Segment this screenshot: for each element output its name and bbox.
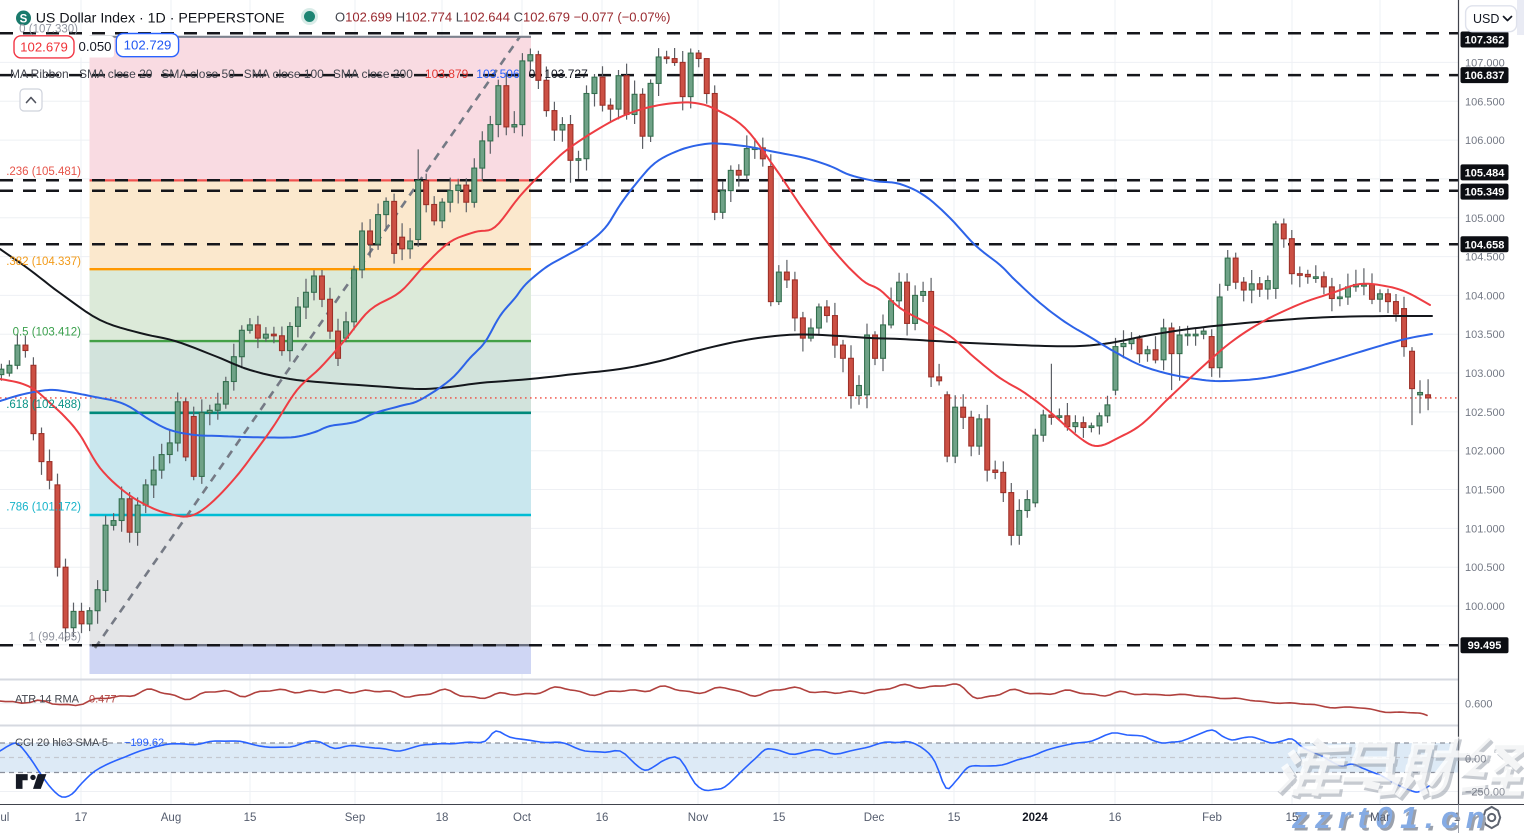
svg-text:0.600: 0.600: [1465, 699, 1493, 711]
svg-text:Mar: Mar: [1370, 812, 1390, 824]
svg-text:Jul: Jul: [0, 812, 9, 824]
svg-text:101.000: 101.000: [1465, 523, 1505, 535]
svg-text:.786 (101.172): .786 (101.172): [6, 502, 81, 514]
svg-text:100.500: 100.500: [1465, 562, 1505, 574]
svg-text:102.729: 102.729: [124, 38, 172, 53]
svg-text:15: 15: [244, 812, 257, 824]
svg-text:15: 15: [773, 812, 786, 824]
svg-text:103.500: 103.500: [1465, 329, 1505, 341]
svg-text:104.000: 104.000: [1465, 290, 1505, 302]
svg-text:Aug: Aug: [161, 812, 181, 824]
svg-text:.618 (102.488): .618 (102.488): [6, 399, 81, 411]
svg-text:S: S: [20, 13, 28, 25]
svg-text:0.477: 0.477: [89, 694, 117, 706]
svg-text:107.000: 107.000: [1465, 57, 1505, 69]
svg-text:101.500: 101.500: [1465, 485, 1505, 497]
svg-text:106.500: 106.500: [1465, 96, 1505, 108]
svg-text:1 (99.495): 1 (99.495): [29, 632, 82, 644]
svg-text:US Dollar Index · 1D · PEPPERS: US Dollar Index · 1D · PEPPERSTONE: [36, 11, 285, 27]
svg-text:103.000: 103.000: [1465, 368, 1505, 380]
svg-text:−250.00: −250.00: [1465, 787, 1505, 799]
svg-text:15: 15: [1286, 812, 1299, 824]
svg-text:16: 16: [596, 812, 609, 824]
svg-text:2024: 2024: [1022, 812, 1048, 824]
svg-text:0 (107.330): 0 (107.330): [19, 23, 78, 35]
svg-text:Sep: Sep: [345, 812, 365, 824]
svg-text:106.000: 106.000: [1465, 135, 1505, 147]
svg-text:−199.62: −199.62: [124, 737, 164, 749]
svg-text:106.837: 106.837: [1465, 70, 1505, 82]
svg-text:15: 15: [1286, 812, 1299, 824]
svg-text:0.050: 0.050: [78, 39, 111, 54]
svg-text:ATR 14 RMA: ATR 14 RMA: [15, 694, 80, 706]
svg-text:104.500: 104.500: [1465, 252, 1505, 264]
svg-text:102.000: 102.000: [1465, 446, 1505, 458]
svg-text:99.495: 99.495: [1468, 640, 1502, 652]
svg-text:Feb: Feb: [1202, 812, 1222, 824]
svg-text:Nov: Nov: [688, 812, 709, 824]
svg-text:0.5 (103.412): 0.5 (103.412): [13, 327, 82, 339]
svg-text:Mar: Mar: [1370, 812, 1390, 824]
svg-text:17: 17: [75, 812, 88, 824]
svg-text:100.000: 100.000: [1465, 601, 1505, 613]
svg-text:zzrt01.cn: zzrt01.cn: [1291, 800, 1492, 833]
svg-text:.382 (104.337): .382 (104.337): [6, 256, 81, 268]
svg-text:zzrt01.cn: zzrt01.cn: [1294, 803, 1495, 833]
svg-text:Dec: Dec: [864, 812, 885, 824]
svg-text:.236 (105.481): .236 (105.481): [6, 166, 81, 178]
svg-text:105.349: 105.349: [1465, 187, 1505, 199]
svg-text:16: 16: [1109, 812, 1122, 824]
svg-text:18: 18: [436, 812, 449, 824]
svg-text:USD: USD: [1473, 12, 1499, 26]
svg-text:CCI 20 hlc3 SMA 5: CCI 20 hlc3 SMA 5: [15, 737, 108, 749]
svg-text:105.484: 105.484: [1465, 167, 1506, 179]
svg-text:0.00: 0.00: [1465, 753, 1486, 765]
svg-text:105.000: 105.000: [1465, 213, 1505, 225]
svg-text:O102.699 H102.774 L102.644 C10: O102.699 H102.774 L102.644 C102.679 −0.0…: [335, 10, 671, 25]
svg-text:15: 15: [948, 812, 961, 824]
svg-text:Oct: Oct: [513, 812, 532, 824]
svg-text:102.679: 102.679: [20, 39, 68, 54]
svg-text:107.362: 107.362: [1465, 35, 1505, 47]
svg-text:104.658: 104.658: [1465, 239, 1505, 251]
svg-text:1: 1: [1454, 812, 1460, 824]
svg-text:102.500: 102.500: [1465, 407, 1505, 419]
